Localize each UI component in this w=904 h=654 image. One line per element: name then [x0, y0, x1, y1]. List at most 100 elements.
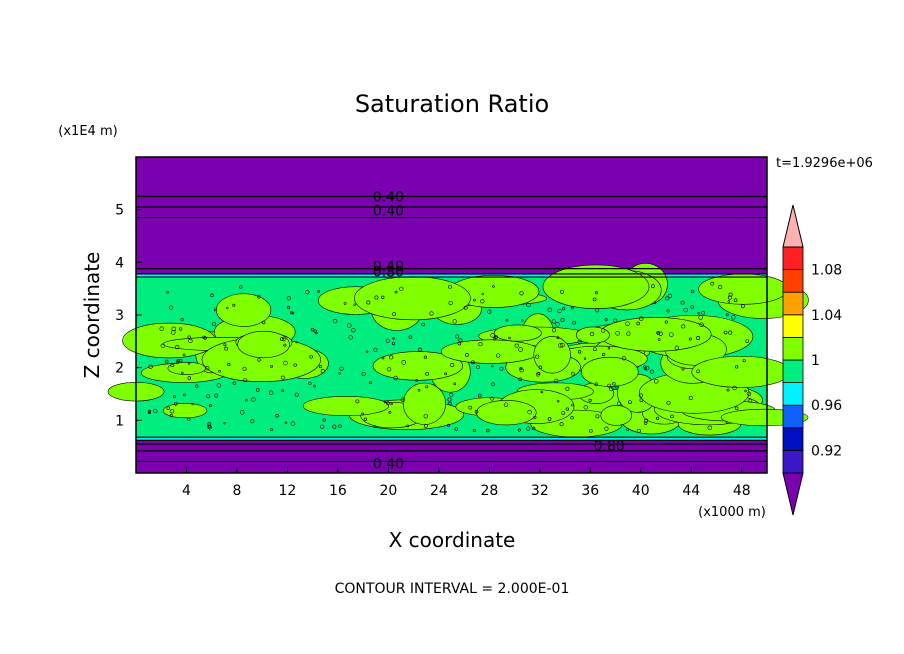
- speckle-155: [517, 428, 521, 432]
- speckle-207: [353, 303, 356, 306]
- speckle-184: [417, 388, 421, 392]
- speckle-212: [168, 305, 174, 310]
- colorbar-label-2: 1: [811, 353, 820, 369]
- speckle-258: [176, 358, 180, 363]
- speckle-23: [281, 337, 286, 342]
- speckle-170: [242, 366, 247, 371]
- speckle-115: [281, 389, 285, 393]
- speckle-241: [588, 398, 592, 402]
- colorbar-low-triangle: [782, 472, 804, 516]
- speckle-139: [551, 328, 557, 333]
- speckle-18: [347, 323, 352, 328]
- speckle-120: [742, 359, 746, 363]
- speckle-290: [213, 308, 217, 312]
- x-axis-label: X coordinate: [389, 528, 516, 552]
- moist-patch-1-25: [691, 355, 791, 388]
- colorbar-swatch-0: [782, 449, 804, 474]
- x-unit-label: (x1000 m): [698, 505, 766, 520]
- moist-patch-0-15: [302, 395, 389, 417]
- speckle-76: [348, 335, 353, 340]
- speckle-43: [250, 419, 255, 424]
- speckle-237: [664, 320, 668, 324]
- speckle-251: [317, 289, 321, 293]
- speckle-143: [280, 375, 285, 380]
- speckle-25: [178, 327, 183, 331]
- y-axis-label: Z coordinate: [80, 252, 104, 379]
- speckle-78: [388, 410, 392, 414]
- speckle-16: [526, 426, 531, 431]
- speckle-59: [638, 316, 644, 321]
- speckle-71: [614, 385, 618, 389]
- speckle-186: [557, 308, 562, 314]
- x-tick-label-2: 12: [279, 483, 297, 499]
- speckle-295: [175, 360, 180, 364]
- speckle-121: [463, 305, 468, 310]
- y-tick-label-1: 2: [115, 361, 124, 377]
- x-tick-label-9: 40: [632, 483, 650, 499]
- speckle-297: [275, 414, 279, 418]
- speckle-131: [209, 404, 212, 408]
- x-tick-label-8: 36: [581, 483, 599, 499]
- speckle-279: [452, 319, 457, 324]
- speckle-289: [389, 355, 394, 360]
- speckle-13: [159, 326, 164, 331]
- y-tick-label-2: 3: [115, 308, 124, 324]
- speckle-31: [240, 410, 245, 415]
- speckle-30: [666, 400, 671, 405]
- speckle-310: [688, 395, 693, 401]
- speckle-211: [519, 368, 524, 373]
- plot-area: [107, 157, 809, 473]
- speckle-72: [518, 347, 523, 352]
- colorbar-swatch-7: [782, 291, 804, 316]
- speckle-232: [657, 338, 661, 341]
- colorbar: 0.92 0.96 1 1.04 1.08: [782, 204, 842, 516]
- speckle-65: [160, 343, 165, 348]
- speckle-296: [735, 365, 739, 369]
- speckle-136: [187, 335, 191, 339]
- colorbar-label-0: 0.92: [811, 443, 842, 459]
- speckle-158: [723, 330, 728, 335]
- speckle-301: [681, 367, 685, 371]
- speckle-68: [425, 372, 429, 376]
- speckle-122: [626, 428, 629, 431]
- speckle-96: [559, 422, 564, 427]
- colorbar-swatch-6: [782, 314, 804, 338]
- speckle-14: [251, 397, 256, 402]
- speckle-242: [232, 303, 236, 307]
- speckle-35: [164, 359, 169, 364]
- speckle-318: [496, 353, 501, 358]
- speckle-243: [366, 300, 371, 305]
- speckle-300: [519, 291, 524, 296]
- speckle-274: [718, 284, 723, 290]
- contour-label-3: 0.80: [373, 264, 404, 280]
- speckle-20: [572, 320, 577, 325]
- speckle-157: [481, 292, 484, 296]
- speckle-60: [565, 386, 570, 391]
- speckle-254: [643, 367, 648, 371]
- speckle-4: [701, 310, 706, 315]
- speckle-269: [187, 361, 191, 365]
- speckle-156: [607, 346, 611, 350]
- speckle-283: [338, 424, 342, 429]
- moist-patch-2-9: [698, 273, 789, 305]
- speckle-74: [494, 335, 498, 339]
- speckle-138: [699, 322, 704, 327]
- moist-patch-0-23: [402, 382, 446, 425]
- moist-patch-1-20: [440, 339, 540, 364]
- y-tick-label-0: 1: [115, 413, 124, 429]
- speckle-41: [731, 314, 736, 320]
- speckle-248: [508, 336, 511, 340]
- x-tick-label-0: 4: [182, 483, 191, 499]
- speckle-36: [232, 381, 237, 385]
- speckle-118: [698, 315, 703, 320]
- speckle-231: [169, 409, 175, 414]
- speckle-49: [653, 301, 657, 304]
- time-label: t=1.9296e+06: [776, 156, 873, 171]
- speckle-185: [392, 312, 397, 317]
- speckle-281: [448, 284, 452, 289]
- speckle-129: [401, 360, 406, 365]
- speckle-7: [310, 327, 315, 332]
- speckle-188: [728, 330, 733, 335]
- x-tick-label-5: 24: [430, 483, 448, 499]
- speckle-123: [520, 319, 524, 322]
